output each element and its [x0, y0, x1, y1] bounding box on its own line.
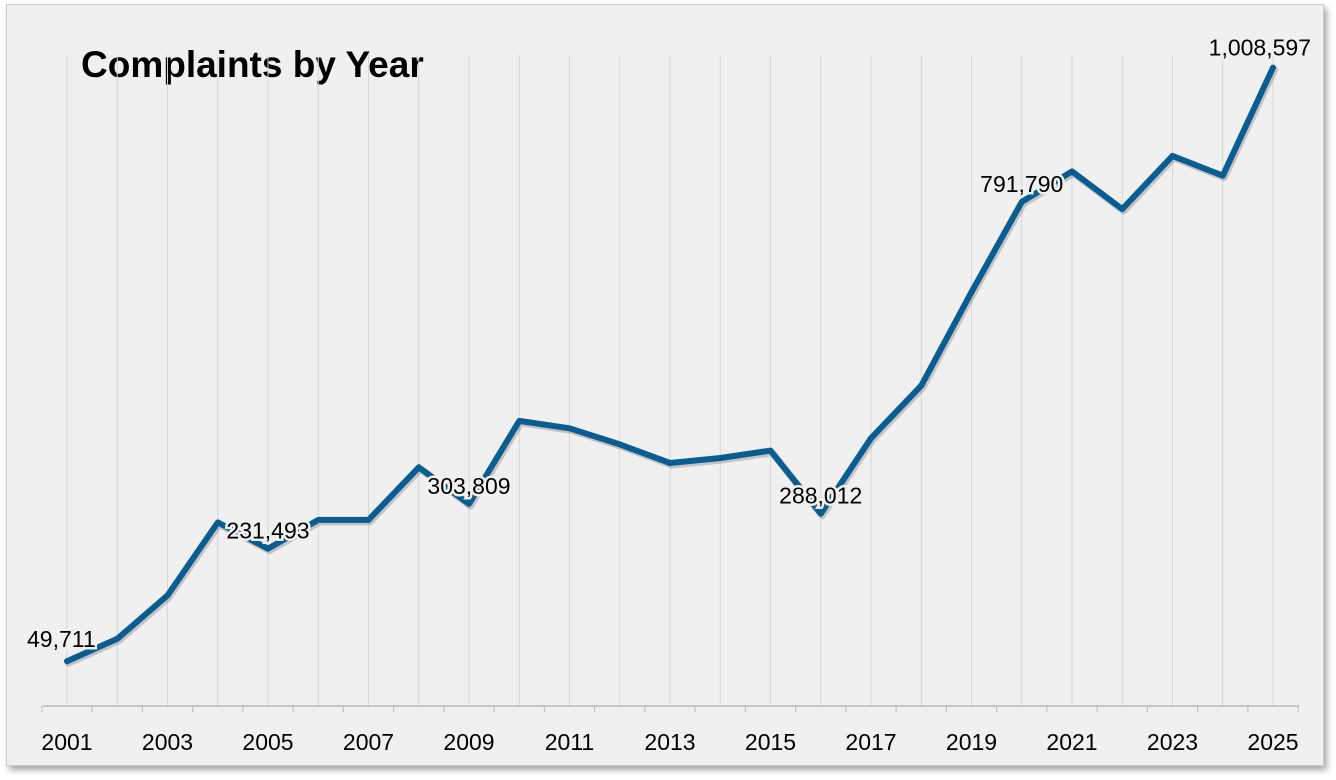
data-point-2011 — [567, 425, 572, 431]
data-point-2023 — [1170, 153, 1175, 159]
data-point-2003 — [165, 592, 170, 598]
series-line-shadow — [65, 66, 1278, 667]
data-labels: 49,711 231,493 303,809 288,012 791,790 1,008,… — [25, 32, 1314, 655]
x-tick-label: 2011 — [545, 729, 594, 755]
data-point-2006 — [315, 517, 321, 523]
data-point-2012 — [617, 441, 623, 447]
x-tick-label: 2009 — [443, 729, 494, 755]
data-point-2008 — [416, 464, 422, 470]
data-point-2015 — [768, 448, 773, 454]
data-point-2025 — [1270, 65, 1276, 71]
data-point-2001 — [64, 658, 70, 664]
x-tick-label: 2007 — [343, 729, 394, 755]
x-tick-label: 2001 — [41, 729, 92, 755]
data-point-2018 — [918, 383, 924, 389]
data-point-2005 — [265, 546, 271, 552]
x-tick-label: 2005 — [242, 729, 293, 755]
x-tick-label: 2003 — [142, 729, 193, 755]
data-label-2009: 303,809 — [427, 473, 510, 499]
chart-frame: Complaints by Year 2001 2003 2005 2007 2009 2… — [6, 4, 1324, 766]
series-line-layer — [64, 64, 1278, 667]
data-point-2002 — [114, 636, 120, 642]
data-point-2016 — [818, 511, 824, 517]
data-point-2017 — [868, 435, 874, 441]
x-axis: 2001 2003 2005 2007 2009 2011 2013 2015 2017 2019… — [41, 705, 1299, 755]
x-tick-label: 2025 — [1247, 729, 1298, 755]
data-label-2025: 1,008,597 — [1209, 35, 1311, 61]
x-tick-label: 2015 — [745, 729, 796, 755]
data-point-2019 — [969, 289, 974, 295]
line-chart: Complaints by Year 2001 2003 2005 2007 2009 2… — [25, 32, 1314, 755]
data-point-2020 — [1019, 199, 1025, 205]
data-point-2009 — [466, 501, 472, 507]
data-point-2021 — [1069, 168, 1075, 174]
data-label-2001: 49,711 — [27, 626, 96, 652]
x-tick-label: 2013 — [644, 729, 695, 755]
data-label-2016: 288,012 — [779, 483, 862, 509]
x-tick-label: 2023 — [1147, 729, 1198, 755]
data-point-2010 — [516, 418, 522, 424]
grid-lines — [66, 55, 1274, 706]
x-tick-label: 2021 — [1046, 729, 1097, 755]
data-point-2014 — [717, 455, 723, 461]
data-point-2007 — [366, 517, 371, 523]
x-tick-label: 2019 — [946, 729, 997, 755]
data-label-2005: 231,493 — [226, 518, 309, 544]
data-point-2024 — [1220, 173, 1226, 179]
data-point-2004 — [215, 519, 221, 525]
data-label-2020: 791,790 — [980, 171, 1063, 197]
data-point-2013 — [667, 460, 673, 466]
x-tick-label: 2017 — [845, 729, 896, 755]
data-point-2022 — [1119, 206, 1125, 212]
chart-title: Complaints by Year — [81, 44, 424, 85]
